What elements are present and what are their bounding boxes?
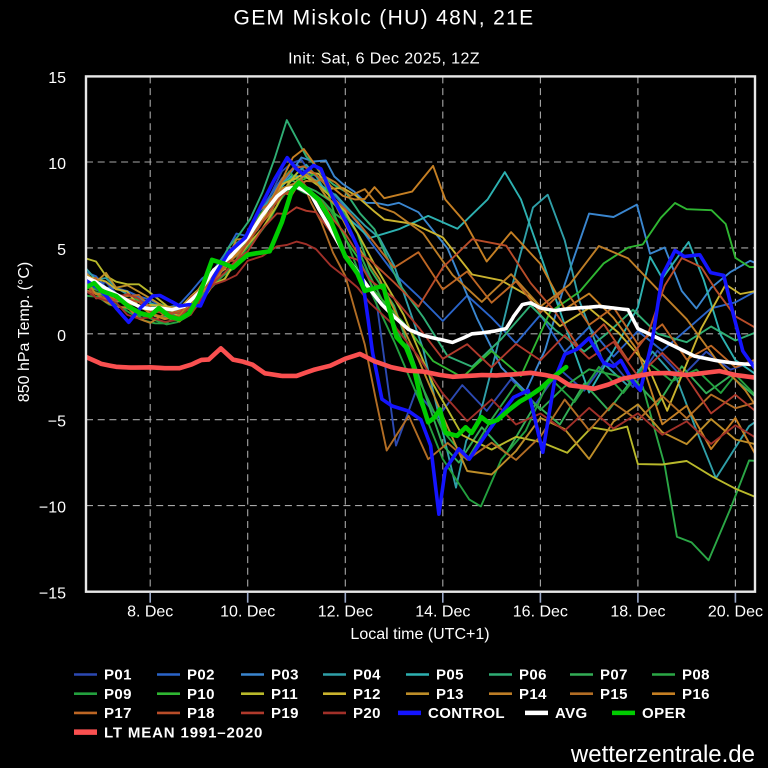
svg-text:−5: −5 — [48, 414, 66, 431]
svg-text:Local time (UTC+1): Local time (UTC+1) — [350, 626, 489, 643]
svg-text:P18: P18 — [187, 705, 215, 722]
svg-text:CONTROL: CONTROL — [428, 705, 505, 722]
svg-text:Init: Sat, 6 Dec 2025, 12Z: Init: Sat, 6 Dec 2025, 12Z — [288, 51, 480, 68]
svg-text:P12: P12 — [353, 686, 381, 703]
svg-text:P03: P03 — [271, 667, 299, 684]
svg-text:P14: P14 — [519, 686, 547, 703]
svg-text:OPER: OPER — [642, 705, 686, 722]
svg-text:P16: P16 — [682, 686, 710, 703]
svg-text:5: 5 — [57, 242, 66, 259]
svg-text:16. Dec: 16. Dec — [513, 604, 568, 621]
svg-text:P15: P15 — [600, 686, 628, 703]
svg-text:−15: −15 — [39, 586, 66, 603]
svg-text:12. Dec: 12. Dec — [318, 604, 373, 621]
svg-text:P07: P07 — [600, 667, 628, 684]
svg-text:10: 10 — [48, 156, 66, 173]
svg-text:P20: P20 — [353, 705, 381, 722]
svg-text:GEM Miskolc (HU) 48N, 21E: GEM Miskolc (HU) 48N, 21E — [234, 7, 535, 30]
svg-text:LT MEAN 1991–2020: LT MEAN 1991–2020 — [104, 724, 263, 741]
svg-text:15: 15 — [48, 70, 66, 87]
svg-text:P01: P01 — [104, 667, 132, 684]
svg-text:P09: P09 — [104, 686, 132, 703]
svg-text:AVG: AVG — [555, 705, 588, 722]
svg-text:P10: P10 — [187, 686, 215, 703]
svg-text:850 hPa Temp. (°C): 850 hPa Temp. (°C) — [16, 262, 33, 402]
svg-text:P13: P13 — [436, 686, 464, 703]
svg-text:P06: P06 — [519, 667, 547, 684]
svg-text:P17: P17 — [104, 705, 132, 722]
svg-text:10. Dec: 10. Dec — [220, 604, 275, 621]
svg-text:P19: P19 — [271, 705, 299, 722]
svg-text:20. Dec: 20. Dec — [708, 604, 763, 621]
svg-text:P11: P11 — [271, 686, 298, 703]
svg-text:8. Dec: 8. Dec — [127, 604, 173, 621]
svg-text:18. Dec: 18. Dec — [610, 604, 665, 621]
svg-text:P08: P08 — [682, 667, 710, 684]
svg-text:wetterzentrale.de: wetterzentrale.de — [570, 741, 755, 768]
svg-text:P05: P05 — [436, 667, 464, 684]
svg-text:P04: P04 — [353, 667, 381, 684]
svg-text:P02: P02 — [187, 667, 215, 684]
svg-text:−10: −10 — [39, 500, 66, 517]
svg-text:14. Dec: 14. Dec — [415, 604, 470, 621]
svg-text:0: 0 — [57, 328, 66, 345]
